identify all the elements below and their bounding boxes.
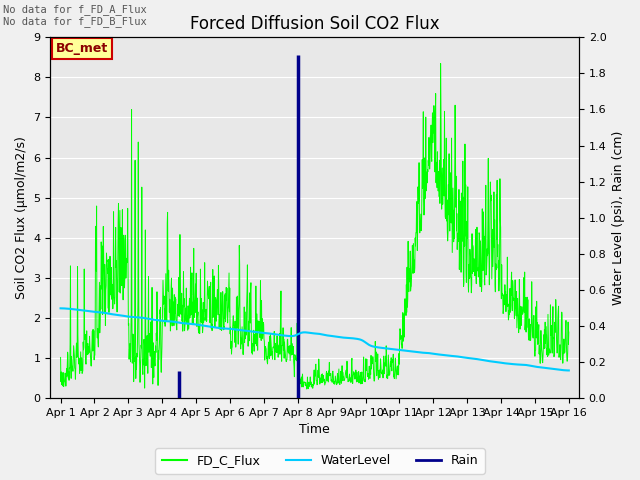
Text: No data for f_FD_A_Flux: No data for f_FD_A_Flux [3, 4, 147, 15]
X-axis label: Time: Time [300, 423, 330, 436]
Text: No data for f_FD_B_Flux: No data for f_FD_B_Flux [3, 16, 147, 27]
Text: BC_met: BC_met [56, 42, 108, 55]
Y-axis label: Water Level (psi), Rain (cm): Water Level (psi), Rain (cm) [612, 131, 625, 305]
Title: Forced Diffusion Soil CO2 Flux: Forced Diffusion Soil CO2 Flux [190, 15, 440, 33]
Legend: FD_C_Flux, WaterLevel, Rain: FD_C_Flux, WaterLevel, Rain [156, 448, 484, 474]
Y-axis label: Soil CO2 Flux (μmol/m2/s): Soil CO2 Flux (μmol/m2/s) [15, 136, 28, 299]
